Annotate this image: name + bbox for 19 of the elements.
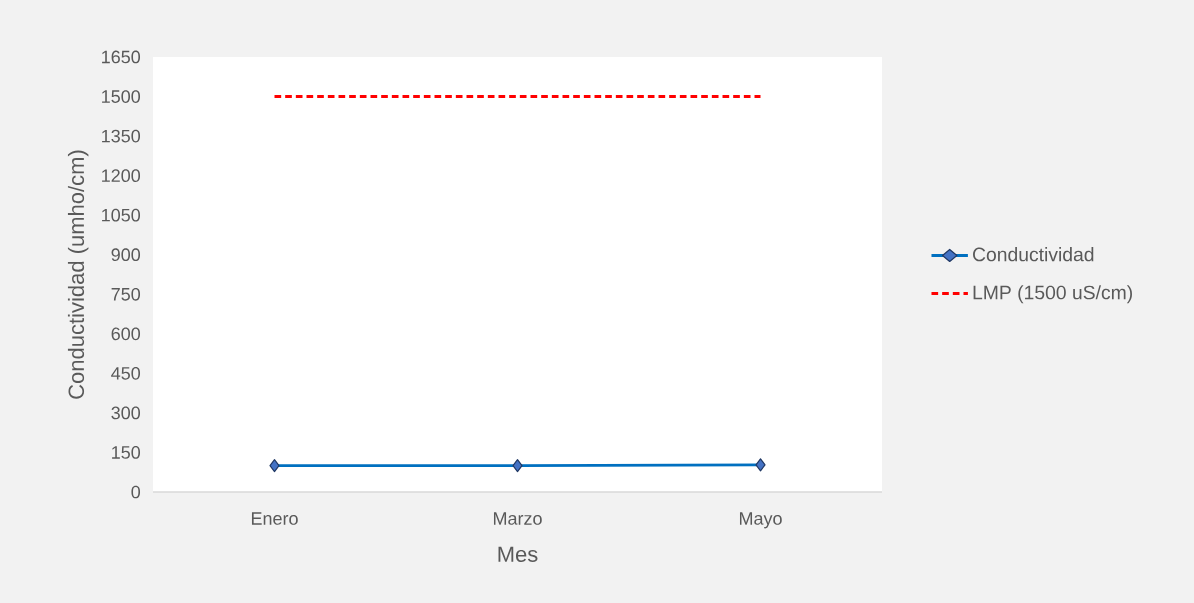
y-tick-label: 1350 (102, 129, 141, 143)
x-tick-label: Enero (251, 512, 298, 525)
y-tick-label: 300 (111, 406, 141, 420)
x-axis-title: Mes (498, 546, 538, 562)
y-tick-label: 0 (131, 485, 141, 499)
y-tick-label: 1050 (102, 208, 141, 222)
y-tick-label: 600 (111, 327, 141, 341)
legend-label: LMP (1500 uS/cm) (973, 285, 1132, 304)
x-tick-label: Marzo (493, 512, 542, 525)
y-tick-label: 900 (111, 248, 141, 262)
x-tick-label: Mayo (739, 512, 782, 529)
y-tick-label: 150 (112, 446, 141, 459)
y-axis-title: Conductividad (umho/cm) (67, 150, 89, 399)
y-tick-label: 750 (111, 287, 141, 301)
y-tick-label: 450 (111, 366, 141, 380)
legend-label: Conductividad (973, 247, 1094, 262)
y-tick-label: 1650 (102, 50, 141, 64)
y-tick-label: 1200 (102, 169, 141, 182)
y-tick-label: 1500 (102, 90, 141, 103)
